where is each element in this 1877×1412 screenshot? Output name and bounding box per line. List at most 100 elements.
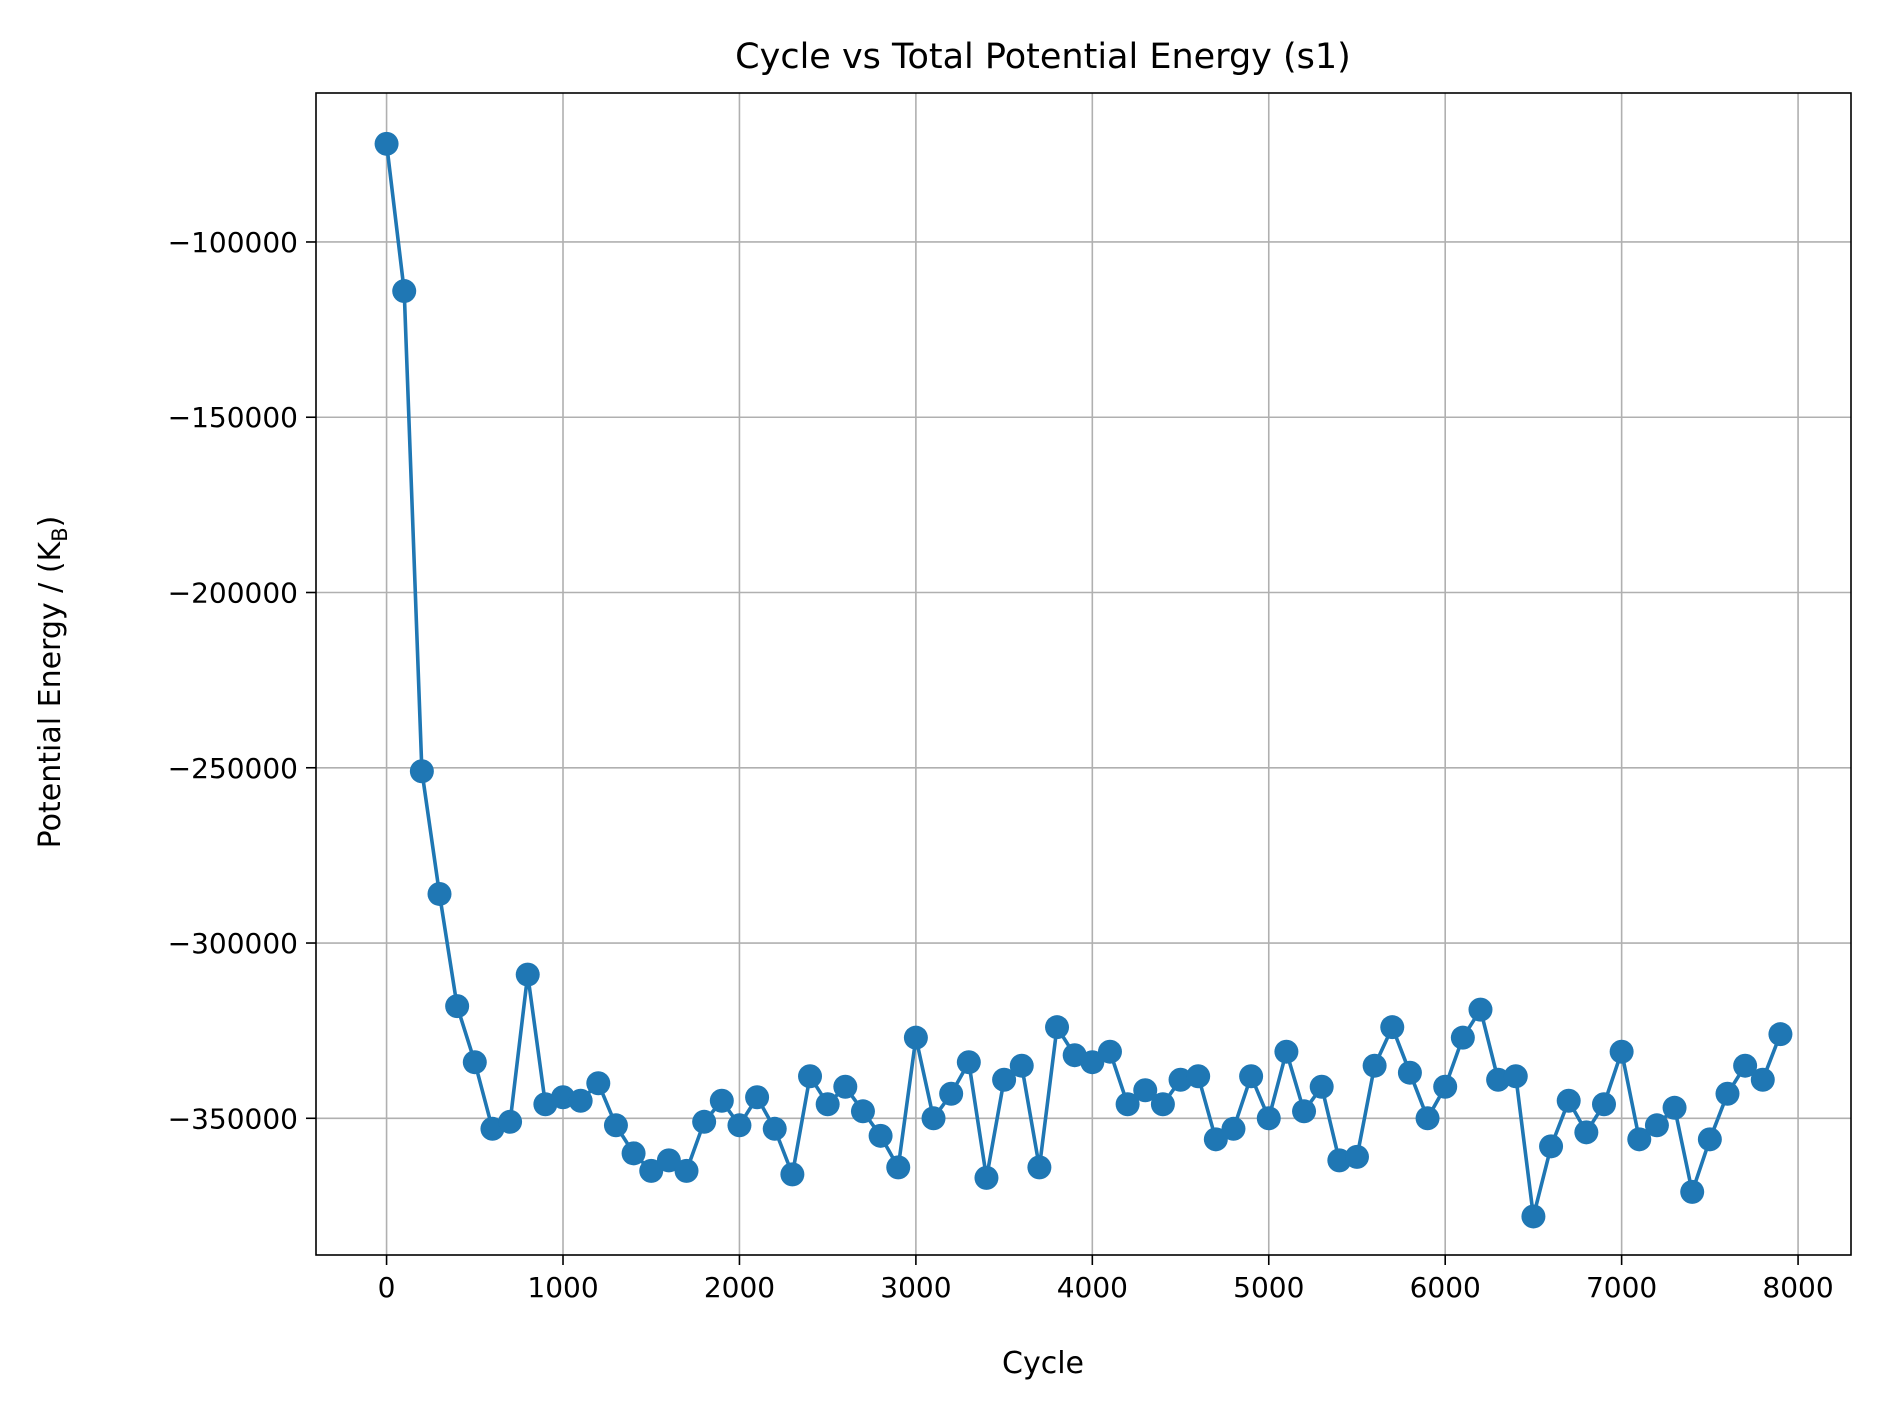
data-point [974, 1165, 999, 1190]
data-point [1574, 1120, 1599, 1145]
data-point [903, 1025, 928, 1050]
series-layer [374, 131, 1793, 1229]
data-point [1203, 1127, 1228, 1152]
data-point [1115, 1092, 1140, 1117]
data-point [692, 1109, 717, 1134]
data-point [498, 1109, 523, 1134]
data-point [1644, 1113, 1669, 1138]
data-point [886, 1155, 911, 1180]
x-tick-label: 2000 [704, 1271, 775, 1304]
x-tick-label: 5000 [1233, 1271, 1304, 1304]
data-point [1433, 1074, 1458, 1099]
data-point [850, 1099, 875, 1124]
data-point [656, 1148, 681, 1173]
data-point [674, 1158, 699, 1183]
data-point [1397, 1060, 1422, 1085]
data-point [1256, 1106, 1281, 1131]
data-point [409, 759, 434, 784]
y-tick-label: −150000 [168, 401, 298, 434]
data-point [1362, 1053, 1387, 1078]
y-tick-label: −200000 [168, 577, 298, 610]
data-point [1733, 1053, 1758, 1078]
data-point [1609, 1039, 1634, 1064]
x-tick-label: 8000 [1762, 1271, 1833, 1304]
data-point [939, 1081, 964, 1106]
data-point [1697, 1127, 1722, 1152]
x-tick-label: 7000 [1586, 1271, 1657, 1304]
y-axis-label-main: Potential Energy / (K [33, 540, 68, 848]
grid-lines [316, 93, 1851, 1255]
data-point [1680, 1179, 1705, 1204]
data-point [1045, 1015, 1070, 1040]
x-tick-label: 4000 [1057, 1271, 1128, 1304]
x-tick-label: 0 [378, 1271, 396, 1304]
data-point [1591, 1092, 1616, 1117]
data-point [1133, 1078, 1158, 1103]
data-point [568, 1088, 593, 1113]
data-point [1239, 1064, 1264, 1089]
data-point [1521, 1204, 1546, 1229]
data-point [1292, 1099, 1317, 1124]
data-point [798, 1064, 823, 1089]
data-point [868, 1123, 893, 1148]
data-point [1539, 1134, 1564, 1159]
data-point [727, 1113, 752, 1138]
data-point [1009, 1053, 1034, 1078]
data-point [1468, 997, 1493, 1022]
data-point [833, 1074, 858, 1099]
y-tick-label: −250000 [168, 752, 298, 785]
data-point [1150, 1092, 1175, 1117]
y-axis-label: Potential Energy / (KB) [33, 516, 72, 849]
data-point [1750, 1067, 1775, 1092]
data-point [1344, 1144, 1369, 1169]
data-point [780, 1162, 805, 1187]
data-point [374, 131, 399, 156]
data-point [992, 1067, 1017, 1092]
data-point [956, 1050, 981, 1075]
x-tick-label: 3000 [880, 1271, 951, 1304]
data-point [1309, 1074, 1334, 1099]
x-tick-label: 1000 [527, 1271, 598, 1304]
data-point [639, 1158, 664, 1183]
data-point [709, 1088, 734, 1113]
data-point [1415, 1106, 1440, 1131]
data-point [1503, 1064, 1528, 1089]
y-axis-label-subscript: B [48, 527, 72, 541]
data-point [1274, 1039, 1299, 1064]
data-point [392, 279, 417, 304]
data-point [427, 881, 452, 906]
y-axis-ticks: −100000 −150000 −200000 −250000 −300000 −3500… [168, 226, 316, 1135]
data-point [1627, 1127, 1652, 1152]
x-tick-label: 6000 [1410, 1271, 1481, 1304]
data-point [1027, 1155, 1052, 1180]
data-point [1715, 1081, 1740, 1106]
data-point [1080, 1050, 1105, 1075]
chart-title: Cycle vs Total Potential Energy (s1) [735, 37, 1351, 77]
y-tick-label: −300000 [168, 927, 298, 960]
x-axis-label: Cycle [1002, 1346, 1084, 1381]
data-point [1556, 1088, 1581, 1113]
data-point [621, 1141, 646, 1166]
data-point [1186, 1064, 1211, 1089]
data-point [921, 1106, 946, 1131]
data-point [462, 1050, 487, 1075]
data-point [1380, 1015, 1405, 1040]
plot-area-frame [315, 92, 1852, 1256]
data-point [445, 994, 470, 1019]
data-point [603, 1113, 628, 1138]
data-point [1768, 1022, 1793, 1047]
y-tick-label: −350000 [168, 1102, 298, 1135]
data-point [1450, 1025, 1475, 1050]
data-point [1662, 1095, 1687, 1120]
data-point [586, 1071, 611, 1096]
data-point [515, 962, 540, 987]
x-axis-ticks: 0 1000 2000 3000 4000 5000 6000 7000 8000 [378, 1255, 1834, 1304]
y-axis-label-suffix: ) [33, 516, 68, 528]
data-point [745, 1085, 770, 1110]
data-point [815, 1092, 840, 1117]
data-point [1221, 1116, 1246, 1141]
data-point [1097, 1039, 1122, 1064]
